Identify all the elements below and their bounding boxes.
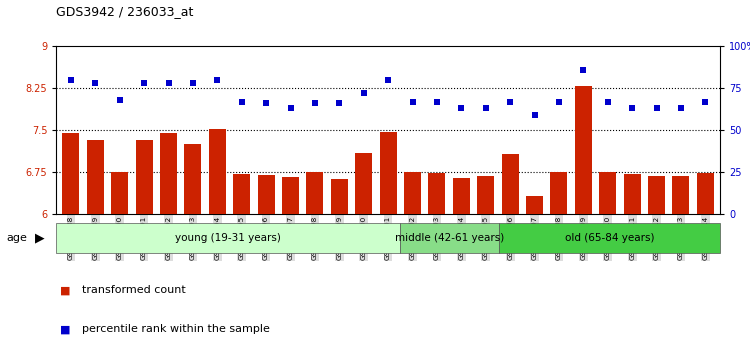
Point xyxy=(382,77,394,82)
Bar xyxy=(648,176,665,214)
Bar xyxy=(282,177,299,214)
Point xyxy=(578,67,590,72)
Point xyxy=(504,99,516,104)
Bar xyxy=(526,196,543,214)
Point xyxy=(602,99,613,104)
Bar xyxy=(623,175,640,214)
Bar xyxy=(184,144,202,214)
Point xyxy=(431,99,443,104)
Bar xyxy=(499,223,720,253)
Point xyxy=(333,101,345,106)
Point xyxy=(89,80,101,86)
Bar xyxy=(160,133,177,214)
Bar xyxy=(257,175,274,214)
Point xyxy=(406,99,418,104)
Text: age: age xyxy=(6,233,27,243)
Bar xyxy=(62,133,80,214)
Bar xyxy=(380,132,397,214)
Bar xyxy=(404,172,421,214)
Point xyxy=(163,80,175,86)
Point xyxy=(260,101,272,106)
Text: ■: ■ xyxy=(60,324,70,334)
Point xyxy=(553,99,565,104)
Point xyxy=(699,99,711,104)
Bar xyxy=(574,86,592,214)
Text: GDS3942 / 236033_at: GDS3942 / 236033_at xyxy=(56,5,194,18)
Bar xyxy=(56,223,400,253)
Bar xyxy=(209,129,226,214)
Point xyxy=(309,101,321,106)
Text: young (19-31 years): young (19-31 years) xyxy=(176,233,281,243)
Point xyxy=(358,90,370,96)
Point xyxy=(114,97,126,103)
Point xyxy=(650,105,662,111)
Bar xyxy=(331,179,348,214)
Bar xyxy=(697,173,714,214)
Text: middle (42-61 years): middle (42-61 years) xyxy=(395,233,504,243)
Point xyxy=(675,105,687,111)
Text: ■: ■ xyxy=(60,285,70,295)
Bar xyxy=(307,172,323,214)
Point xyxy=(626,105,638,111)
Text: percentile rank within the sample: percentile rank within the sample xyxy=(82,324,270,334)
Point xyxy=(138,80,150,86)
Bar xyxy=(599,172,616,214)
Text: old (65-84 years): old (65-84 years) xyxy=(565,233,654,243)
Bar xyxy=(550,172,568,214)
Point xyxy=(455,105,467,111)
Point xyxy=(187,80,199,86)
Point xyxy=(529,112,541,118)
Point xyxy=(211,77,223,82)
Bar xyxy=(87,140,104,214)
Point xyxy=(236,99,248,104)
Point xyxy=(284,105,296,111)
Bar xyxy=(428,173,445,214)
Bar xyxy=(136,139,153,214)
Point xyxy=(65,77,77,82)
Bar xyxy=(477,176,494,214)
Bar xyxy=(233,174,250,214)
Point xyxy=(480,105,492,111)
Bar xyxy=(673,176,689,214)
Bar xyxy=(400,223,499,253)
Text: ▶: ▶ xyxy=(34,232,44,244)
Bar xyxy=(111,172,128,214)
Bar xyxy=(502,154,519,214)
Bar xyxy=(453,178,470,214)
Bar xyxy=(356,153,372,214)
Text: transformed count: transformed count xyxy=(82,285,186,295)
